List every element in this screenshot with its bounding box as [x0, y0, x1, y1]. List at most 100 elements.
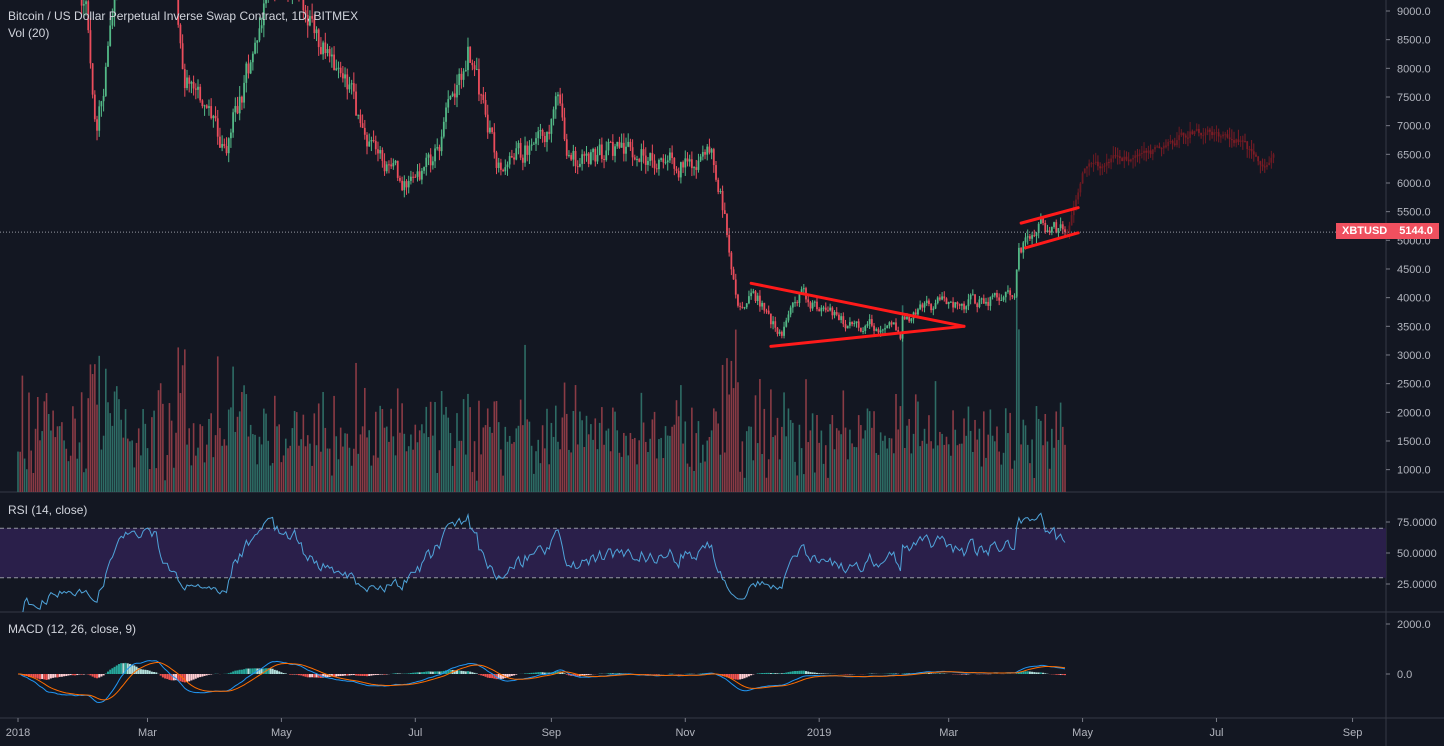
price-tick-label: 3000.0 [1397, 350, 1431, 362]
candle [243, 82, 245, 103]
macd-histogram-bar [1028, 671, 1031, 674]
macd-histogram-bar [271, 668, 274, 674]
candle [431, 161, 434, 166]
projection-candle [1110, 158, 1113, 163]
macd-histogram-bar [473, 672, 476, 674]
candle [251, 53, 254, 63]
projection-candle [1121, 158, 1123, 162]
volume-bar [759, 379, 761, 492]
candle [974, 294, 976, 304]
macd-histogram-bar [925, 672, 928, 674]
volume-bar [647, 452, 649, 492]
volume-bar [967, 406, 970, 492]
candle [1002, 297, 1005, 300]
candle [1050, 226, 1053, 233]
candle [96, 119, 98, 131]
macd-histogram-bar [1017, 672, 1020, 674]
volume-bar [372, 455, 375, 492]
macd-histogram-bar [153, 671, 156, 674]
projection-candle [1263, 166, 1266, 168]
projection-candle [1211, 131, 1213, 136]
signal-line [18, 661, 1066, 701]
volume-bar [144, 423, 147, 492]
time-tick-label: May [271, 727, 292, 739]
volume-bar [311, 465, 313, 492]
time-tick-label: Jul [408, 727, 422, 739]
candle [778, 331, 781, 334]
price-tick-label: 2000.0 [1397, 407, 1431, 419]
candle [508, 156, 511, 165]
volume-bar [69, 455, 72, 492]
candle [886, 325, 889, 329]
price-tick-label: 9000.0 [1397, 6, 1431, 18]
candle [754, 291, 757, 301]
macd-histogram-bar [903, 673, 906, 674]
volume-bar [469, 407, 471, 492]
volume-bar [745, 431, 748, 492]
macd-histogram-bar [394, 673, 397, 674]
volume-bar [497, 422, 500, 492]
volume-bar [857, 415, 860, 492]
volume-bar [524, 344, 526, 492]
time-tick-label: Mar [138, 727, 157, 739]
candle [554, 96, 557, 110]
candle [952, 301, 954, 308]
candle [260, 25, 263, 29]
macd-histogram-bar [106, 671, 109, 674]
volume-bar [627, 455, 630, 492]
projection-candle [1149, 150, 1152, 155]
volume-bar [530, 445, 533, 492]
projection-candle [1134, 155, 1137, 159]
candle [827, 310, 829, 312]
volume-bar [765, 477, 768, 492]
macd-histogram-bar [888, 673, 891, 674]
volume-bar [309, 443, 311, 492]
candle [462, 71, 465, 80]
candle [442, 121, 445, 137]
candle [943, 296, 946, 299]
volume-bar [684, 421, 687, 492]
candle [247, 63, 250, 74]
macd-histogram-bar [333, 674, 336, 677]
projection-candle [1138, 153, 1141, 157]
macd-histogram-bar [1042, 672, 1045, 674]
candle [802, 288, 805, 290]
candle [761, 302, 764, 307]
candle [1009, 290, 1012, 296]
candle [928, 300, 930, 305]
candle [820, 307, 823, 312]
projection-candle [1184, 135, 1187, 138]
candle [748, 296, 750, 304]
candle [1037, 223, 1040, 233]
candle [629, 141, 632, 148]
macd-histogram-bar [963, 674, 966, 675]
candle [967, 299, 970, 307]
candle [1022, 242, 1025, 253]
macd-histogram-bar [756, 673, 759, 674]
candle [600, 144, 603, 159]
candle [440, 136, 443, 152]
volume-bar [653, 411, 656, 492]
volume-bar [208, 418, 210, 492]
volume-bar [603, 444, 605, 492]
volume-bar [741, 441, 744, 492]
candle [328, 49, 331, 57]
candle [616, 141, 619, 147]
volume-bar [890, 438, 893, 492]
macd-histogram-bar [780, 673, 783, 674]
candle [596, 154, 599, 162]
volume-bar [561, 417, 564, 492]
volume-bar [491, 432, 493, 492]
candle [701, 152, 704, 157]
projection-candle [1246, 141, 1249, 150]
macd-histogram-bar [1024, 671, 1027, 674]
volume-bar [78, 442, 81, 492]
volume-bar [140, 455, 142, 492]
projection-candle [1204, 132, 1207, 136]
candle [969, 294, 972, 300]
candle [982, 298, 985, 304]
volume-bar [120, 419, 122, 492]
macd-histogram-bar [131, 664, 134, 674]
candle [658, 159, 660, 170]
